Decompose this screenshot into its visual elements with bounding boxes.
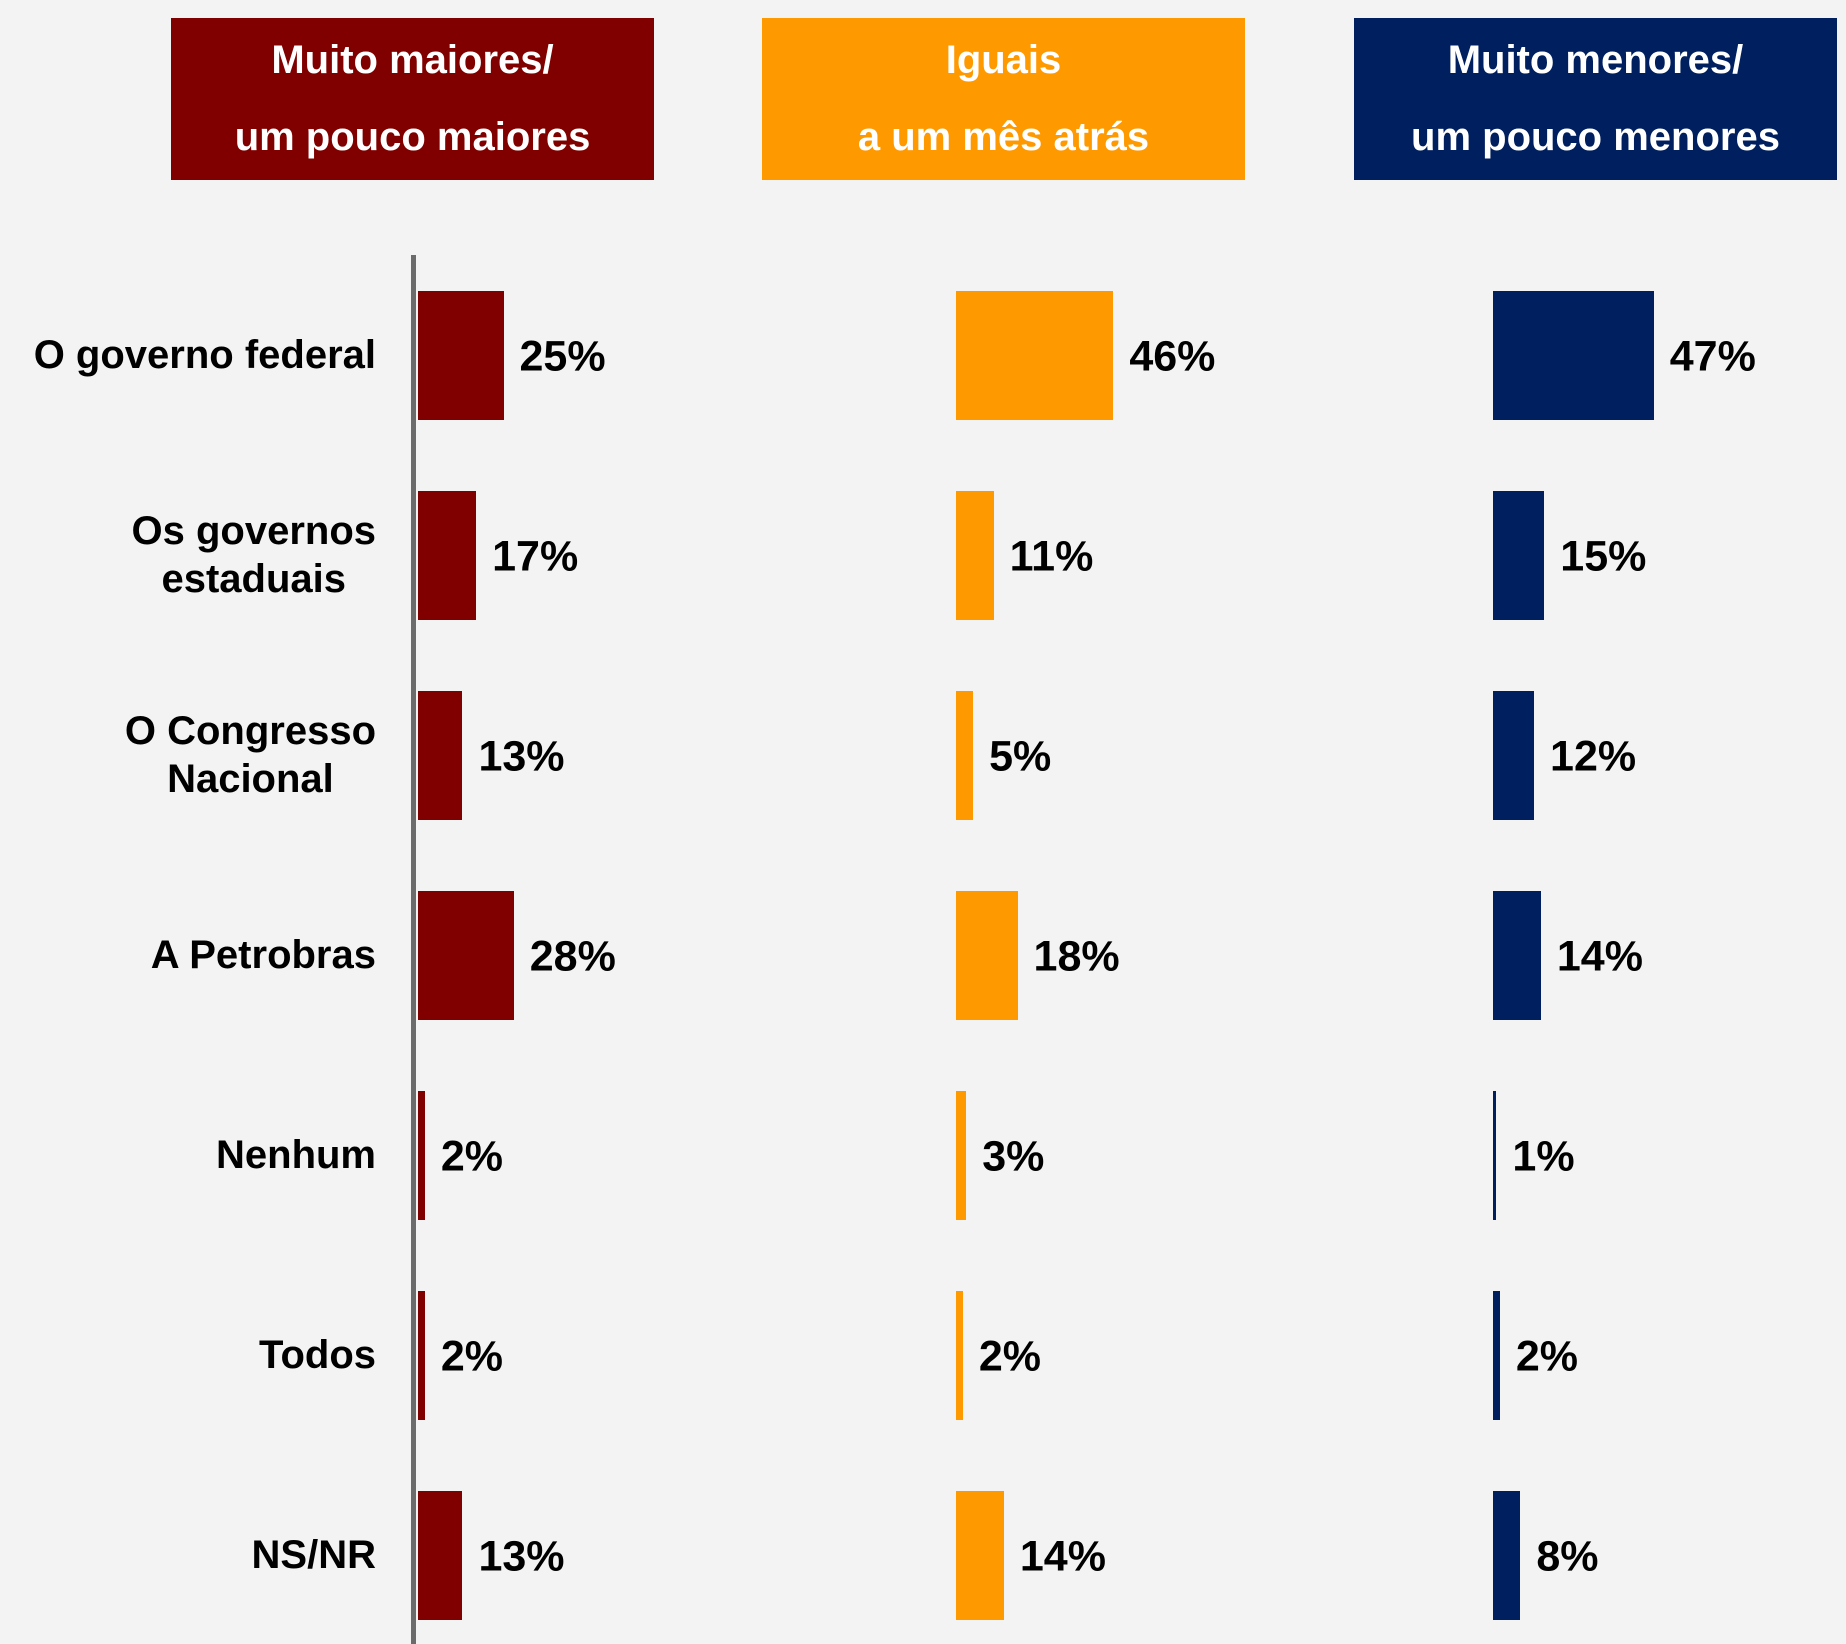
- category-label: Nenhum: [216, 1133, 376, 1177]
- value-label: 13%: [478, 732, 565, 781]
- bar: [418, 690, 463, 820]
- value-label: 3%: [982, 1132, 1045, 1181]
- legend-header: Iguais a um mês atrás: [762, 18, 1245, 180]
- value-label: 11%: [1009, 532, 1094, 581]
- bar: [1493, 1490, 1521, 1620]
- bar: [418, 890, 514, 1020]
- value-label: 2%: [440, 1332, 503, 1381]
- bar: [956, 290, 1114, 420]
- bar: [418, 490, 477, 620]
- bar: [418, 1090, 425, 1220]
- value-label: 28%: [529, 932, 616, 981]
- value-label: 18%: [1033, 932, 1120, 981]
- legend-header: Muito maiores/ um pouco maiores: [171, 18, 654, 180]
- value-label: 2%: [1515, 1332, 1578, 1381]
- value-label: 46%: [1129, 332, 1216, 381]
- bar: [956, 1490, 1004, 1620]
- value-label: 2%: [978, 1332, 1041, 1381]
- category-label: NS/NR: [251, 1533, 376, 1577]
- value-label: 14%: [1556, 932, 1643, 981]
- bar: [418, 1290, 425, 1420]
- bar: [956, 1090, 967, 1220]
- bar: [1493, 1090, 1497, 1220]
- bar: [1493, 690, 1535, 820]
- value-label: 12%: [1550, 732, 1637, 781]
- bar: [418, 1490, 463, 1620]
- bar: [956, 690, 974, 820]
- bar: [956, 890, 1018, 1020]
- value-label: 5%: [989, 732, 1052, 781]
- bar: [1493, 1290, 1500, 1420]
- value-label: 13%: [478, 1532, 565, 1581]
- value-label: 2%: [440, 1132, 503, 1181]
- value-label: 47%: [1669, 332, 1756, 381]
- value-label: 8%: [1536, 1532, 1599, 1581]
- category-label: A Petrobras: [150, 933, 376, 977]
- category-label: Os governos estaduais: [131, 509, 376, 601]
- value-label: 17%: [492, 532, 579, 581]
- bar: [956, 1290, 963, 1420]
- value-label: 14%: [1019, 1532, 1106, 1581]
- bar: [1493, 490, 1545, 620]
- legend-header: Muito menores/ um pouco menores: [1354, 18, 1837, 180]
- value-label: 15%: [1560, 532, 1647, 581]
- category-label: Todos: [258, 1333, 376, 1377]
- category-label: O Congresso Nacional: [124, 709, 376, 801]
- axis-line: [411, 255, 416, 1644]
- bar: [418, 290, 504, 420]
- category-label: O governo federal: [33, 333, 376, 377]
- value-label: 1%: [1512, 1132, 1575, 1181]
- bar: [1493, 290, 1654, 420]
- bar: [1493, 890, 1541, 1020]
- bar: [956, 490, 994, 620]
- value-label: 25%: [519, 332, 606, 381]
